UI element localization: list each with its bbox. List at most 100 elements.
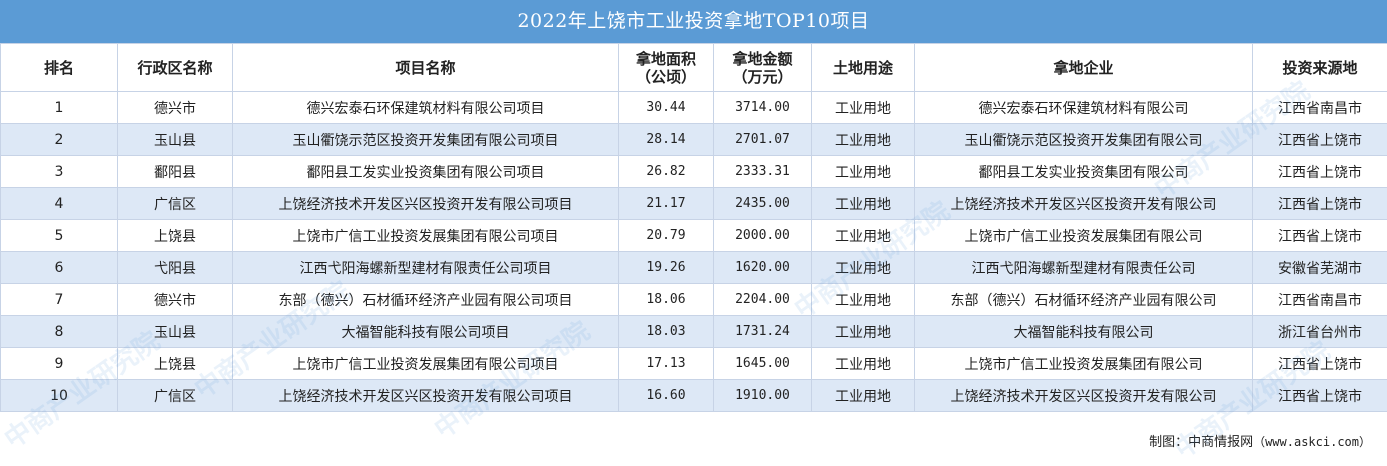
footer-credit: 制图：中商情报网（www.askci.com） (1149, 431, 1371, 450)
cell-district: 广信区 (118, 188, 233, 220)
cell-project: 江西弋阳海螺新型建材有限责任公司项目 (233, 252, 619, 284)
cell-source: 安徽省芜湖市 (1253, 252, 1387, 284)
cell-project: 上饶市广信工业投资发展集团有限公司项目 (233, 348, 619, 380)
cell-land-use: 工业用地 (812, 252, 915, 284)
table-header-row: 排名 行政区名称 项目名称 拿地面积 （公顷） 拿地金额 （万元） 土地用途 拿… (1, 44, 1387, 92)
cell-rank: 4 (1, 188, 118, 220)
cell-amount: 2204.00 (714, 284, 812, 316)
cell-land-use: 工业用地 (812, 284, 915, 316)
header-amount-line1: 拿地金额 (732, 50, 792, 68)
cell-company: 东部（德兴）石材循环经济产业园有限公司 (915, 284, 1253, 316)
cell-amount: 2701.07 (714, 124, 812, 156)
cell-land-use: 工业用地 (812, 316, 915, 348)
cell-amount: 1645.00 (714, 348, 812, 380)
table-title: 2022年上饶市工业投资拿地TOP10项目 (0, 0, 1387, 43)
cell-company: 上饶经济技术开发区兴区投资开发有限公司 (915, 380, 1253, 412)
cell-company: 鄱阳县工发实业投资集团有限公司 (915, 156, 1253, 188)
cell-land-use: 工业用地 (812, 92, 915, 124)
header-amount: 拿地金额 （万元） (714, 44, 812, 92)
cell-amount: 1731.24 (714, 316, 812, 348)
cell-project: 东部（德兴）石材循环经济产业园有限公司项目 (233, 284, 619, 316)
cell-district: 弋阳县 (118, 252, 233, 284)
cell-rank: 3 (1, 156, 118, 188)
cell-area: 30.44 (619, 92, 714, 124)
cell-source: 江西省上饶市 (1253, 348, 1387, 380)
header-amount-line2: （万元） (732, 68, 792, 86)
cell-area: 19.26 (619, 252, 714, 284)
cell-amount: 1910.00 (714, 380, 812, 412)
cell-rank: 10 (1, 380, 118, 412)
cell-district: 玉山县 (118, 316, 233, 348)
cell-project: 鄱阳县工发实业投资集团有限公司项目 (233, 156, 619, 188)
cell-source: 浙江省台州市 (1253, 316, 1387, 348)
cell-rank: 9 (1, 348, 118, 380)
cell-company: 上饶市广信工业投资发展集团有限公司 (915, 220, 1253, 252)
footer-label: 制图：中商情报网 (1149, 435, 1253, 450)
cell-area: 26.82 (619, 156, 714, 188)
cell-company: 上饶经济技术开发区兴区投资开发有限公司 (915, 188, 1253, 220)
cell-amount: 2000.00 (714, 220, 812, 252)
cell-rank: 8 (1, 316, 118, 348)
header-area-line2: （公顷） (636, 68, 696, 86)
cell-area: 18.06 (619, 284, 714, 316)
header-land-use: 土地用途 (812, 44, 915, 92)
cell-area: 18.03 (619, 316, 714, 348)
cell-amount: 2333.31 (714, 156, 812, 188)
cell-project: 玉山衢饶示范区投资开发集团有限公司项目 (233, 124, 619, 156)
cell-source: 江西省上饶市 (1253, 124, 1387, 156)
cell-amount: 1620.00 (714, 252, 812, 284)
header-area: 拿地面积 （公顷） (619, 44, 714, 92)
cell-company: 上饶市广信工业投资发展集团有限公司 (915, 348, 1253, 380)
header-source: 投资来源地 (1253, 44, 1387, 92)
cell-source: 江西省上饶市 (1253, 156, 1387, 188)
cell-rank: 6 (1, 252, 118, 284)
cell-land-use: 工业用地 (812, 348, 915, 380)
header-district: 行政区名称 (118, 44, 233, 92)
cell-district: 玉山县 (118, 124, 233, 156)
cell-source: 江西省南昌市 (1253, 284, 1387, 316)
cell-area: 21.17 (619, 188, 714, 220)
cell-district: 德兴市 (118, 284, 233, 316)
cell-company: 玉山衢饶示范区投资开发集团有限公司 (915, 124, 1253, 156)
cell-project: 上饶经济技术开发区兴区投资开发有限公司项目 (233, 380, 619, 412)
cell-amount: 3714.00 (714, 92, 812, 124)
header-area-line1: 拿地面积 (636, 50, 696, 68)
cell-project: 大福智能科技有限公司项目 (233, 316, 619, 348)
cell-rank: 7 (1, 284, 118, 316)
cell-rank: 1 (1, 92, 118, 124)
cell-district: 广信区 (118, 380, 233, 412)
cell-land-use: 工业用地 (812, 220, 915, 252)
cell-land-use: 工业用地 (812, 124, 915, 156)
cell-area: 16.60 (619, 380, 714, 412)
cell-company: 德兴宏泰石环保建筑材料有限公司 (915, 92, 1253, 124)
cell-source: 江西省上饶市 (1253, 220, 1387, 252)
cell-land-use: 工业用地 (812, 156, 915, 188)
cell-district: 鄱阳县 (118, 156, 233, 188)
cell-land-use: 工业用地 (812, 188, 915, 220)
cell-area: 28.14 (619, 124, 714, 156)
cell-land-use: 工业用地 (812, 380, 915, 412)
cell-district: 德兴市 (118, 92, 233, 124)
cell-project: 上饶经济技术开发区兴区投资开发有限公司项目 (233, 188, 619, 220)
footer-source: （www.askci.com） (1253, 435, 1371, 449)
cell-district: 上饶县 (118, 348, 233, 380)
cell-company: 江西弋阳海螺新型建材有限责任公司 (915, 252, 1253, 284)
cell-rank: 5 (1, 220, 118, 252)
cell-district: 上饶县 (118, 220, 233, 252)
header-company: 拿地企业 (915, 44, 1253, 92)
cell-amount: 2435.00 (714, 188, 812, 220)
cell-source: 江西省上饶市 (1253, 188, 1387, 220)
cell-rank: 2 (1, 124, 118, 156)
cell-area: 17.13 (619, 348, 714, 380)
header-rank: 排名 (1, 44, 118, 92)
cell-project: 德兴宏泰石环保建筑材料有限公司项目 (233, 92, 619, 124)
cell-project: 上饶市广信工业投资发展集团有限公司项目 (233, 220, 619, 252)
